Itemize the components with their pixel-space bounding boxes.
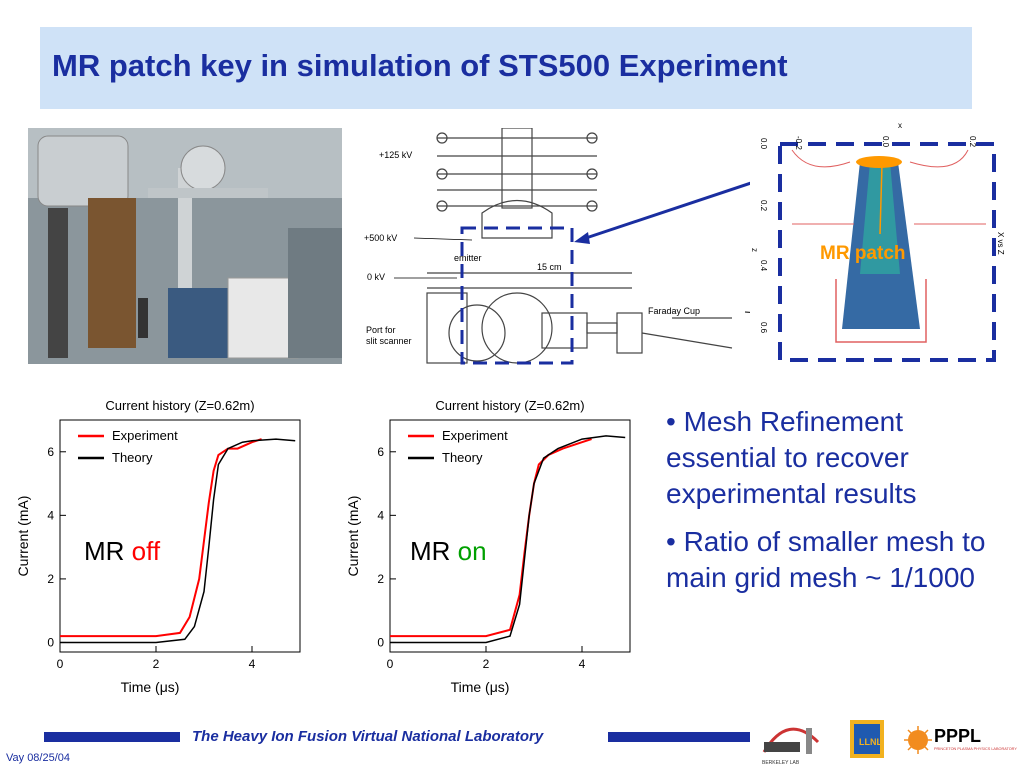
- date-stamp: Vay 08/25/04: [6, 752, 71, 764]
- x-tick-label: 4: [579, 657, 586, 671]
- schematic-drawing: +125 kV +500 kV 0 kV emitter 15 cm Farad…: [364, 127, 733, 365]
- y-tick-label: 6: [377, 445, 384, 459]
- bullet-list: • Mesh Refinement essential to recover e…: [666, 404, 986, 608]
- photo-drawing: [28, 128, 342, 364]
- bullet-mesh-ratio: • Ratio of smaller mesh to main grid mes…: [666, 526, 986, 593]
- pppl-subtext: PRINCETON PLASMA PHYSICS LABORATORY: [934, 747, 1017, 751]
- y-axis-label: Current (mA): [345, 496, 361, 577]
- chart-title: Current history (Z=0.62m): [435, 398, 584, 413]
- y-tick-label: 6: [47, 445, 54, 459]
- series-line-theory: [390, 435, 626, 644]
- legend-label-experiment: Experiment: [442, 428, 508, 443]
- label-slit-scanner: slit scanner: [366, 336, 412, 346]
- sim-ztick-0: 0.0: [759, 138, 768, 150]
- patch-arrow-head: [574, 232, 590, 244]
- x-axis-label: Time (μs): [451, 679, 510, 695]
- llnl-text: LLNL: [859, 737, 882, 747]
- patch-arrow: [579, 172, 779, 242]
- berkeley-lab-text: BERKELEY LAB: [762, 760, 800, 766]
- mr-patch-label: MR patch: [820, 243, 906, 264]
- y-tick-label: 0: [47, 635, 54, 649]
- slide-title: MR patch key in simulation of STS500 Exp…: [52, 48, 788, 83]
- mr-on-state: on: [457, 536, 487, 566]
- llnl-logo: LLNL: [850, 720, 884, 758]
- pppl-logo: PPPL PRINCETON PLASMA PHYSICS LABORATORY: [904, 726, 1017, 754]
- berkeley-lab-logo: BERKELEY LAB: [762, 727, 820, 766]
- plot-frame: [59, 419, 301, 653]
- current-history-chart-off: Current history (Z=0.62m) 0 2 4 0 2 4 6 Time (μs…: [10, 394, 310, 700]
- label-500kv: +500 kV: [364, 233, 397, 243]
- mr-off-label: MR off: [84, 536, 160, 567]
- y-axis-label: Current (mA): [15, 496, 31, 577]
- experiment-photo: [28, 128, 342, 364]
- title-bar: [40, 27, 972, 109]
- mr-on-label: MR on: [410, 536, 487, 567]
- series-line-theory: [60, 438, 296, 644]
- series-line-experiment: [60, 438, 262, 638]
- pppl-text: PPPL: [934, 726, 981, 746]
- y-tick-label: 4: [47, 508, 54, 522]
- sim-ztick-3: 0.6: [759, 322, 768, 334]
- x-tick-label: 2: [153, 657, 160, 671]
- label-faraday-cup: Faraday Cup: [648, 306, 700, 316]
- sim-xtick-0: -0.2: [794, 136, 803, 150]
- x-tick-label: 4: [249, 657, 256, 671]
- mr-off-state: off: [131, 536, 161, 566]
- label-port-for: Port for: [366, 325, 396, 335]
- chart-title: Current history (Z=0.62m): [105, 398, 254, 413]
- label-emitter: emitter: [454, 253, 482, 263]
- label-15cm: 15 cm: [537, 262, 562, 272]
- footer-rule-left: [44, 732, 180, 742]
- chart-svg-on: Current history (Z=0.62m) 0 2 4 0 2 4 6 Time (μs…: [345, 398, 631, 695]
- y-tick-label: 2: [47, 572, 54, 586]
- footer-text: The Heavy Ion Fusion Virtual National La…: [192, 728, 544, 745]
- y-tick-label: 4: [377, 508, 384, 522]
- sim-xtick-2: 0.2: [968, 136, 977, 148]
- x-tick-label: 0: [57, 657, 64, 671]
- sim-ztick-2: 0.4: [759, 260, 768, 272]
- logos-drawing: BERKELEY LAB LLNL PPPL PRINCETON PLASMA …: [762, 720, 1017, 766]
- label-125kv: +125 kV: [379, 150, 412, 160]
- label-0kv: 0 kV: [367, 272, 385, 282]
- simulation-drawing: x -0.2 0.0 0.2 0.0 0.2 0.4 0.6 z X vs Z …: [750, 121, 1005, 362]
- x-axis-label: Time (μs): [121, 679, 180, 695]
- plot-frame: [389, 419, 631, 653]
- y-tick-label: 2: [377, 572, 384, 586]
- legend-label-theory: Theory: [112, 450, 153, 465]
- sim-xtick-1: 0.0: [881, 136, 890, 148]
- x-tick-label: 0: [387, 657, 394, 671]
- sim-ztick-1: 0.2: [759, 200, 768, 212]
- sim-side-label: X vs Z: [996, 232, 1005, 255]
- logo-strip: BERKELEY LAB LLNL PPPL PRINCETON PLASMA …: [758, 712, 1020, 766]
- mr-off-prefix: MR: [84, 536, 125, 566]
- sim-x-title: x: [898, 121, 902, 130]
- mr-on-prefix: MR: [410, 536, 451, 566]
- bullet-mesh-refinement: • Mesh Refinement essential to recover e…: [666, 406, 917, 509]
- footer-rule-right: [608, 732, 750, 742]
- y-tick-label: 0: [377, 635, 384, 649]
- current-history-chart-on: Current history (Z=0.62m) 0 2 4 0 2 4 6 Time (μs…: [340, 394, 640, 700]
- legend-label-experiment: Experiment: [112, 428, 178, 443]
- sim-z-title: z: [750, 248, 759, 252]
- beamline-schematic: +125 kV +500 kV 0 kV emitter 15 cm Farad…: [352, 127, 736, 368]
- legend-label-theory: Theory: [442, 450, 483, 465]
- chart-svg-off: Current history (Z=0.62m) 0 2 4 0 2 4 6 Time (μs…: [15, 398, 301, 695]
- simulation-plot: x -0.2 0.0 0.2 0.0 0.2 0.4 0.6 z X vs Z …: [750, 114, 1012, 366]
- x-tick-label: 2: [483, 657, 490, 671]
